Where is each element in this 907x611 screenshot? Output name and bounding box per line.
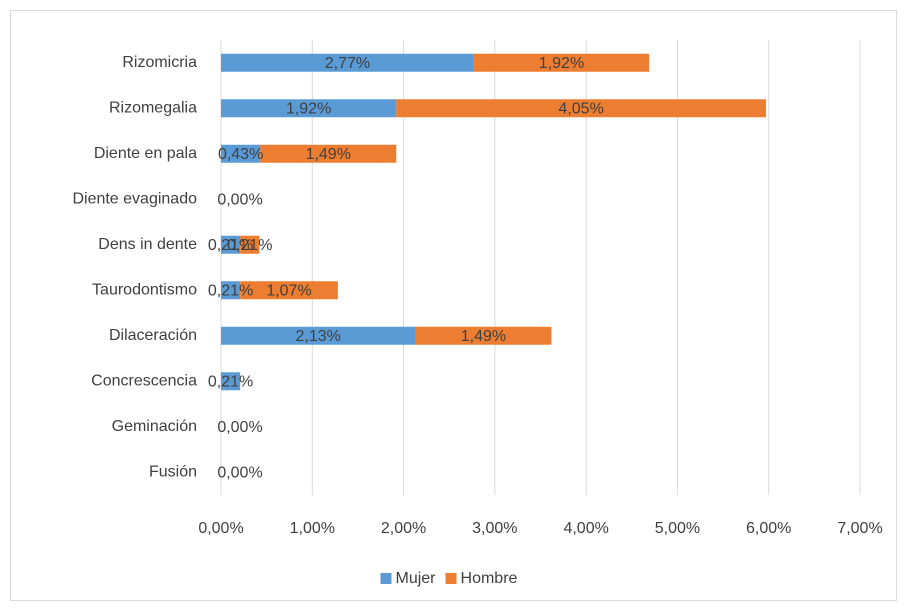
data-label: 1,92% (286, 100, 331, 117)
data-label: 0,21% (208, 237, 253, 254)
legend-label: Mujer (396, 570, 437, 587)
x-tick-label: 7,00% (837, 520, 882, 537)
bar-segment (221, 326, 416, 345)
data-label: 0,21% (227, 237, 272, 254)
x-tick-label: 0,00% (198, 520, 243, 537)
y-tick-label: Diente en pala (94, 145, 197, 162)
y-tick-label: Taurodontismo (92, 281, 197, 298)
y-tick-label: Geminación (112, 418, 197, 435)
legend-label: Hombre (461, 570, 518, 587)
data-label: 1,92% (539, 55, 584, 72)
bar-segment (221, 144, 261, 163)
x-tick-label: 5,00% (655, 520, 700, 537)
x-tick-label: 3,00% (472, 520, 517, 537)
legend-swatch (380, 573, 392, 584)
bar-segment (221, 281, 241, 300)
x-tick-label: 4,00% (563, 520, 608, 537)
x-tick-label: 6,00% (746, 520, 791, 537)
y-tick-label: Diente evaginado (72, 190, 197, 207)
y-tick-label: Rizomegalia (109, 99, 197, 116)
data-label: 1,49% (306, 146, 351, 163)
data-label: 0,21% (208, 373, 253, 390)
bar-segment (240, 281, 338, 300)
bar-segment (221, 235, 241, 254)
data-label: 2,77% (325, 55, 370, 72)
y-tick-label: Dilaceración (109, 327, 197, 344)
data-label: 1,49% (461, 328, 506, 345)
bar-segment (221, 99, 397, 118)
data-label: 1,07% (266, 282, 311, 299)
y-tick-label: Fusión (149, 463, 197, 480)
x-tick-label: 2,00% (381, 520, 426, 537)
data-label: 0,43% (218, 146, 263, 163)
bar-segment (260, 144, 397, 163)
y-tick-label: Dens in dente (98, 236, 197, 253)
x-tick-label: 1,00% (290, 520, 335, 537)
data-label: 0,00% (217, 191, 262, 208)
data-label: 0,00% (217, 464, 262, 481)
legend-swatch (445, 573, 457, 584)
data-label: 0,21% (208, 282, 253, 299)
bar-segment (240, 235, 260, 254)
data-label: 2,13% (296, 328, 341, 345)
data-label: 4,05% (558, 100, 603, 117)
y-tick-label: Concrescencia (91, 372, 197, 389)
data-label: 0,00% (217, 419, 262, 436)
bar-segment (221, 372, 241, 391)
bar-segment (415, 326, 552, 345)
bar-segment (473, 53, 650, 72)
bar-segment (396, 99, 766, 118)
y-tick-label: Rizomicria (122, 54, 197, 71)
bar-segment (221, 53, 474, 72)
